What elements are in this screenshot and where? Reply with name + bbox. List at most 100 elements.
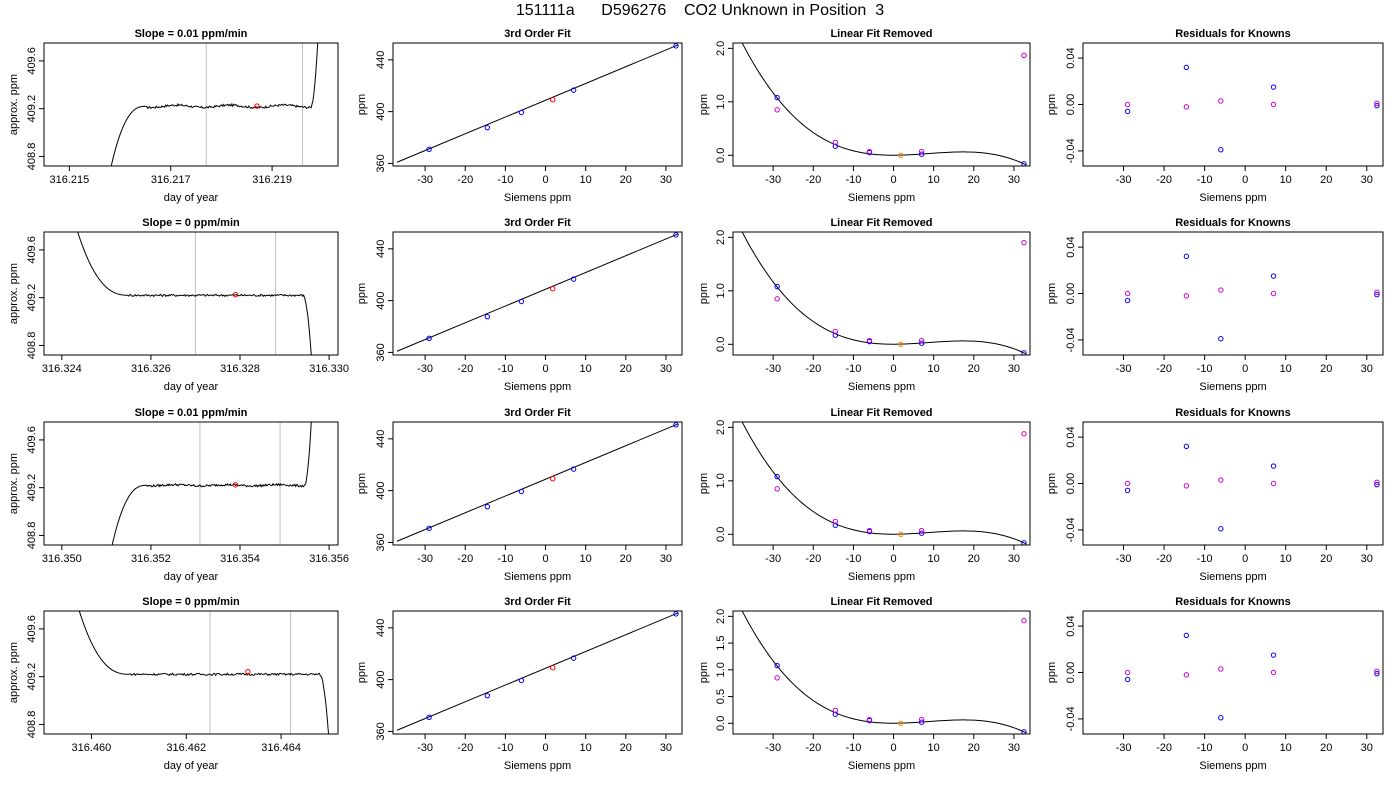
unknown-point	[550, 665, 556, 671]
lin-title: Linear Fit Removed	[830, 28, 932, 40]
known-standard-alt-point	[832, 139, 839, 146]
res-x-tick-label: 0	[1242, 174, 1248, 186]
known-standard-point	[832, 143, 839, 149]
res-x-tick-label: -10	[1197, 174, 1213, 186]
residual-alt-point	[1124, 101, 1131, 108]
residual-alt-point	[1218, 98, 1224, 104]
time-y-tick-label: 409.2	[26, 663, 38, 691]
fit-x-tick-label: 20	[620, 553, 632, 565]
fit-x-tick-label: 0	[542, 742, 548, 754]
known-standard-alt-point	[918, 148, 925, 155]
res-x-tick-label: -20	[1156, 363, 1172, 375]
lin-x-label: Siemens ppm	[848, 381, 915, 393]
residual-point	[1270, 84, 1277, 90]
known-standard-alt-point	[774, 107, 780, 113]
fit-x-tick-label: 20	[620, 174, 632, 186]
lin-title: Linear Fit Removed	[830, 596, 932, 608]
known-standard-point	[918, 530, 925, 536]
fit-x-tick-label: -10	[497, 553, 513, 565]
res-x-tick-label: 0	[1242, 553, 1248, 565]
known-standard-alt-point	[774, 675, 780, 681]
res-x-tick-label: -30	[1116, 174, 1132, 186]
fit-frame	[392, 231, 683, 356]
res-x-tick-label: 20	[1320, 363, 1332, 375]
page-title: 151111a D596276 CO2 Unknown in Position …	[515, 2, 885, 19]
fit-x-tick-label: -10	[497, 174, 513, 186]
known-standard-alt-point	[918, 716, 925, 723]
fit-frame	[392, 610, 683, 735]
lin-x-tick-label: -20	[805, 174, 821, 186]
fit-y-label: ppm	[356, 662, 368, 683]
known-standard-point	[918, 340, 925, 346]
fit-x-tick-label: -10	[497, 363, 513, 375]
lin-frame	[732, 42, 1031, 167]
residual-alt-point	[1374, 668, 1380, 675]
time-y-label: approx. ppm	[8, 642, 20, 703]
time-x-tick-label: 316.462	[166, 742, 206, 754]
fit-y-label: ppm	[356, 283, 368, 304]
lin-y-tick-label: 0.0	[715, 527, 727, 542]
res-x-tick-label: 10	[1280, 553, 1292, 565]
fit-title: 3rd Order Fit	[504, 28, 571, 40]
known-standard-alt-point	[832, 518, 839, 525]
res-x-tick-label: 10	[1280, 742, 1292, 754]
residual-point	[1124, 676, 1131, 683]
res-x-tick-label: -10	[1197, 742, 1213, 754]
res-y-label: ppm	[1046, 662, 1058, 683]
fit-x-tick-label: 30	[660, 553, 672, 565]
unknown-point	[898, 720, 904, 727]
lin-x-tick-label: 0	[890, 363, 896, 375]
fit-x-label: Siemens ppm	[504, 381, 571, 393]
lin-frame	[732, 421, 1031, 546]
time-x-label: day of year	[164, 381, 219, 393]
lin-x-tick-label: -10	[845, 363, 861, 375]
fit-y-tick-label: 440	[375, 430, 387, 448]
time-y-tick-label: 409.6	[26, 47, 38, 75]
fit-y-tick-label: 440	[375, 619, 387, 637]
res-y-tick-label: 0.04	[1065, 426, 1077, 447]
fit-x-tick-label: 0	[542, 553, 548, 565]
res-x-tick-label: 30	[1361, 363, 1373, 375]
fit-frame	[392, 421, 683, 546]
residual-point	[1218, 147, 1224, 153]
res-x-tick-label: 0	[1242, 363, 1248, 375]
fit-line	[396, 233, 679, 352]
slope-title: Slope = 0.01 ppm/min	[135, 28, 248, 40]
res-x-tick-label: 30	[1361, 742, 1373, 754]
lin-x-tick-label: 20	[968, 174, 980, 186]
known-standard-alt-point	[918, 337, 925, 344]
fit-y-label: ppm	[356, 473, 368, 494]
fit-frame	[392, 42, 683, 167]
known-standard-point	[918, 151, 925, 157]
known-standard-point	[673, 611, 679, 617]
residual-point	[1218, 715, 1224, 721]
time-x-label: day of year	[164, 192, 219, 204]
res-y-label: ppm	[1046, 473, 1058, 494]
known-standard-point	[484, 124, 491, 131]
time-series-trace	[78, 611, 330, 734]
lin-y-tick-label: 1.0	[715, 662, 727, 677]
res-y-tick-label: 0.04	[1065, 47, 1077, 68]
res-x-tick-label: -20	[1156, 174, 1172, 186]
residual-point	[1270, 652, 1277, 658]
res-x-tick-label: -30	[1116, 742, 1132, 754]
res-x-tick-label: -10	[1197, 363, 1213, 375]
residual-point	[1270, 273, 1277, 279]
known-standard-alt-point	[1021, 239, 1027, 246]
lin-x-tick-label: 20	[968, 553, 980, 565]
lin-y-tick-label: 0.0	[715, 337, 727, 352]
res-x-label: Siemens ppm	[1199, 381, 1266, 393]
known-standard-point	[832, 522, 839, 528]
lin-x-tick-label: 0	[890, 553, 896, 565]
fit-y-tick-label: 440	[375, 51, 387, 69]
time-x-tick-label: 316.460	[72, 742, 112, 754]
lin-y-label: ppm	[698, 473, 710, 494]
lin-x-tick-label: -10	[845, 742, 861, 754]
res-frame	[1082, 42, 1384, 167]
time-series-frame	[43, 231, 339, 356]
known-standard-point	[832, 332, 839, 338]
lin-y-label: ppm	[698, 94, 710, 115]
time-y-tick-label: 409.6	[26, 236, 38, 264]
lin-y-tick-label: 2.0	[715, 230, 727, 245]
residual-point	[1124, 297, 1131, 304]
